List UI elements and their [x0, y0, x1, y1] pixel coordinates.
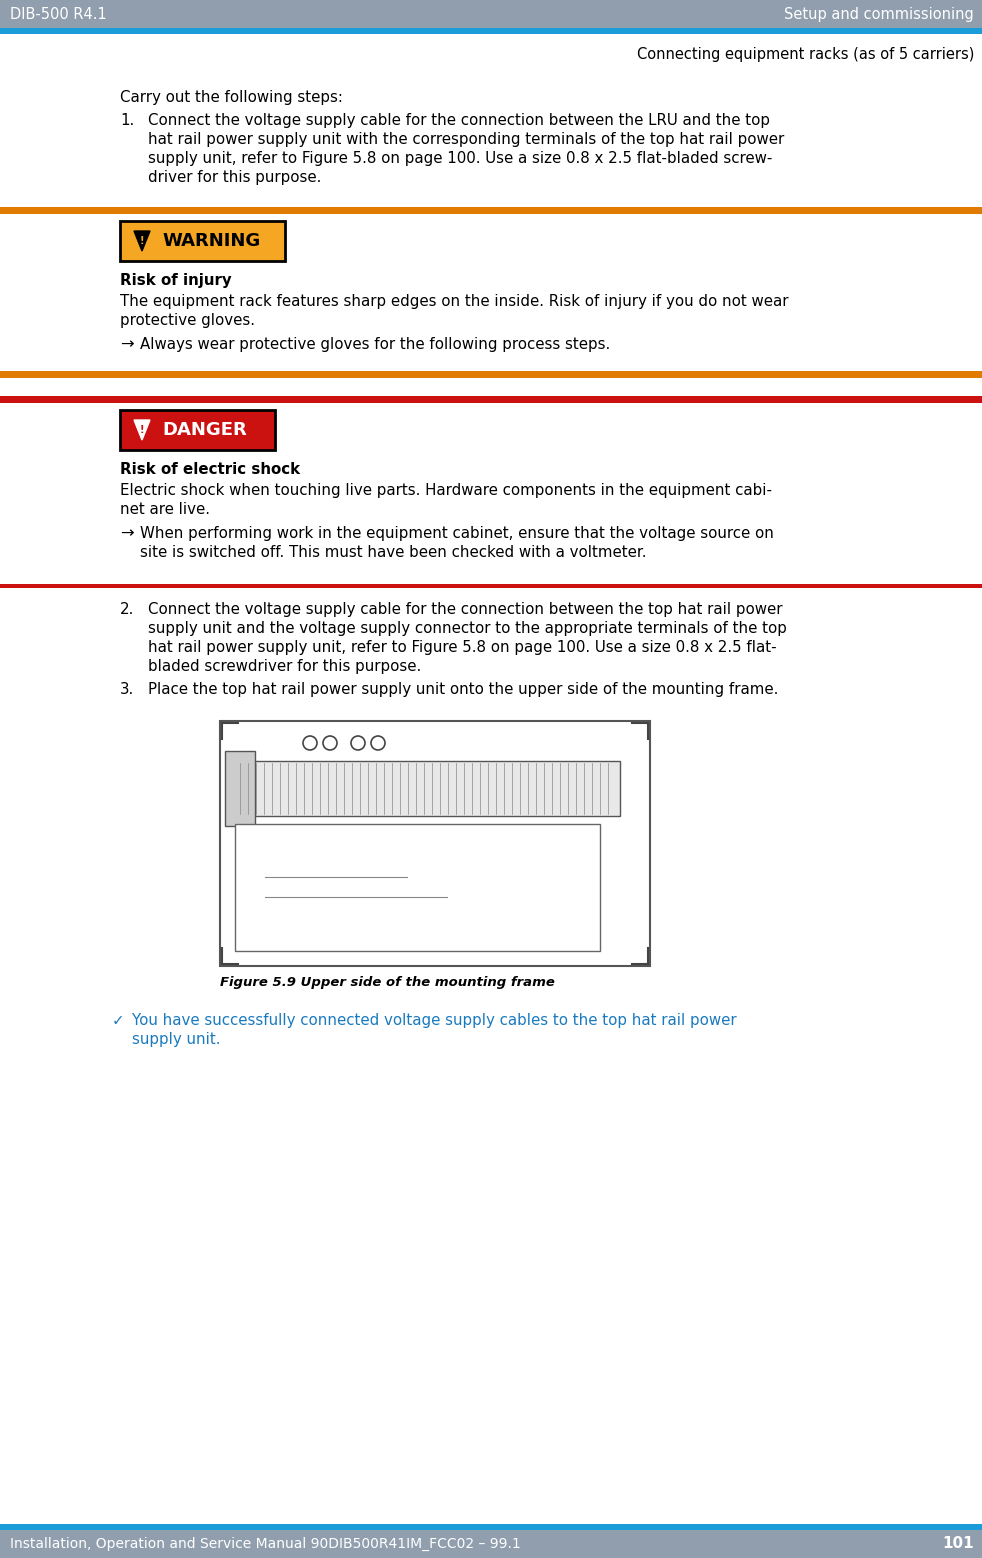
Text: 3.: 3.: [120, 682, 135, 696]
Text: supply unit, refer to Figure 5.8 on page 100. Use a size 0.8 x 2.5 flat-bladed s: supply unit, refer to Figure 5.8 on page…: [148, 151, 773, 167]
Text: hat rail power supply unit, refer to Figure 5.8 on page 100. Use a size 0.8 x 2.: hat rail power supply unit, refer to Fig…: [148, 640, 777, 654]
Text: !: !: [139, 235, 144, 246]
Text: ✓: ✓: [112, 1013, 125, 1028]
Text: 101: 101: [943, 1536, 974, 1552]
Polygon shape: [134, 421, 150, 439]
Text: DANGER: DANGER: [162, 421, 246, 439]
Text: supply unit and the voltage supply connector to the appropriate terminals of the: supply unit and the voltage supply conne…: [148, 622, 787, 636]
Bar: [120, 221, 285, 262]
Bar: [0, 28, 982, 34]
Bar: [235, 760, 620, 816]
Text: 2.: 2.: [120, 601, 135, 617]
Bar: [120, 410, 275, 450]
Text: 1.: 1.: [120, 114, 135, 128]
Text: Risk of injury: Risk of injury: [120, 273, 232, 288]
Text: Place the top hat rail power supply unit onto the upper side of the mounting fra: Place the top hat rail power supply unit…: [148, 682, 779, 696]
Text: You have successfully connected voltage supply cables to the top hat rail power: You have successfully connected voltage …: [132, 1013, 736, 1028]
Bar: [220, 721, 650, 966]
Text: protective gloves.: protective gloves.: [120, 313, 255, 329]
Text: →: →: [120, 337, 134, 352]
Text: →: →: [120, 527, 134, 541]
Bar: [0, 584, 982, 587]
Text: supply unit.: supply unit.: [132, 1031, 221, 1047]
Bar: [0, 396, 982, 404]
Text: The equipment rack features sharp edges on the inside. Risk of injury if you do : The equipment rack features sharp edges …: [120, 294, 789, 308]
Polygon shape: [134, 231, 150, 251]
Bar: [235, 824, 600, 950]
Text: Setup and commissioning: Setup and commissioning: [785, 6, 974, 22]
Text: bladed screwdriver for this purpose.: bladed screwdriver for this purpose.: [148, 659, 421, 675]
Text: When performing work in the equipment cabinet, ensure that the voltage source on: When performing work in the equipment ca…: [140, 527, 774, 541]
Text: Always wear protective gloves for the following process steps.: Always wear protective gloves for the fo…: [140, 337, 610, 352]
Text: Connect the voltage supply cable for the connection between the top hat rail pow: Connect the voltage supply cable for the…: [148, 601, 783, 617]
Text: WARNING: WARNING: [162, 232, 260, 249]
Text: net are live.: net are live.: [120, 502, 210, 517]
Text: Figure 5.9 Upper side of the mounting frame: Figure 5.9 Upper side of the mounting fr…: [220, 975, 555, 989]
Bar: [225, 751, 255, 826]
Bar: [0, 371, 982, 379]
Text: Risk of electric shock: Risk of electric shock: [120, 463, 300, 477]
Bar: [0, 1530, 982, 1558]
Text: Installation, Operation and Service Manual 90DIB500R41IM_FCC02 – 99.1: Installation, Operation and Service Manu…: [10, 1536, 520, 1552]
Text: DIB-500 R4.1: DIB-500 R4.1: [10, 6, 107, 22]
Bar: [0, 0, 982, 28]
Text: Connecting equipment racks (as of 5 carriers): Connecting equipment racks (as of 5 carr…: [636, 47, 974, 61]
Text: !: !: [139, 425, 144, 435]
Text: Connect the voltage supply cable for the connection between the LRU and the top: Connect the voltage supply cable for the…: [148, 114, 770, 128]
Bar: [0, 1524, 982, 1530]
Bar: [0, 207, 982, 213]
Text: hat rail power supply unit with the corresponding terminals of the top hat rail : hat rail power supply unit with the corr…: [148, 132, 785, 146]
Text: Electric shock when touching live parts. Hardware components in the equipment ca: Electric shock when touching live parts.…: [120, 483, 772, 499]
Text: site is switched off. This must have been checked with a voltmeter.: site is switched off. This must have bee…: [140, 545, 646, 559]
Text: driver for this purpose.: driver for this purpose.: [148, 170, 321, 185]
Text: Carry out the following steps:: Carry out the following steps:: [120, 90, 343, 104]
